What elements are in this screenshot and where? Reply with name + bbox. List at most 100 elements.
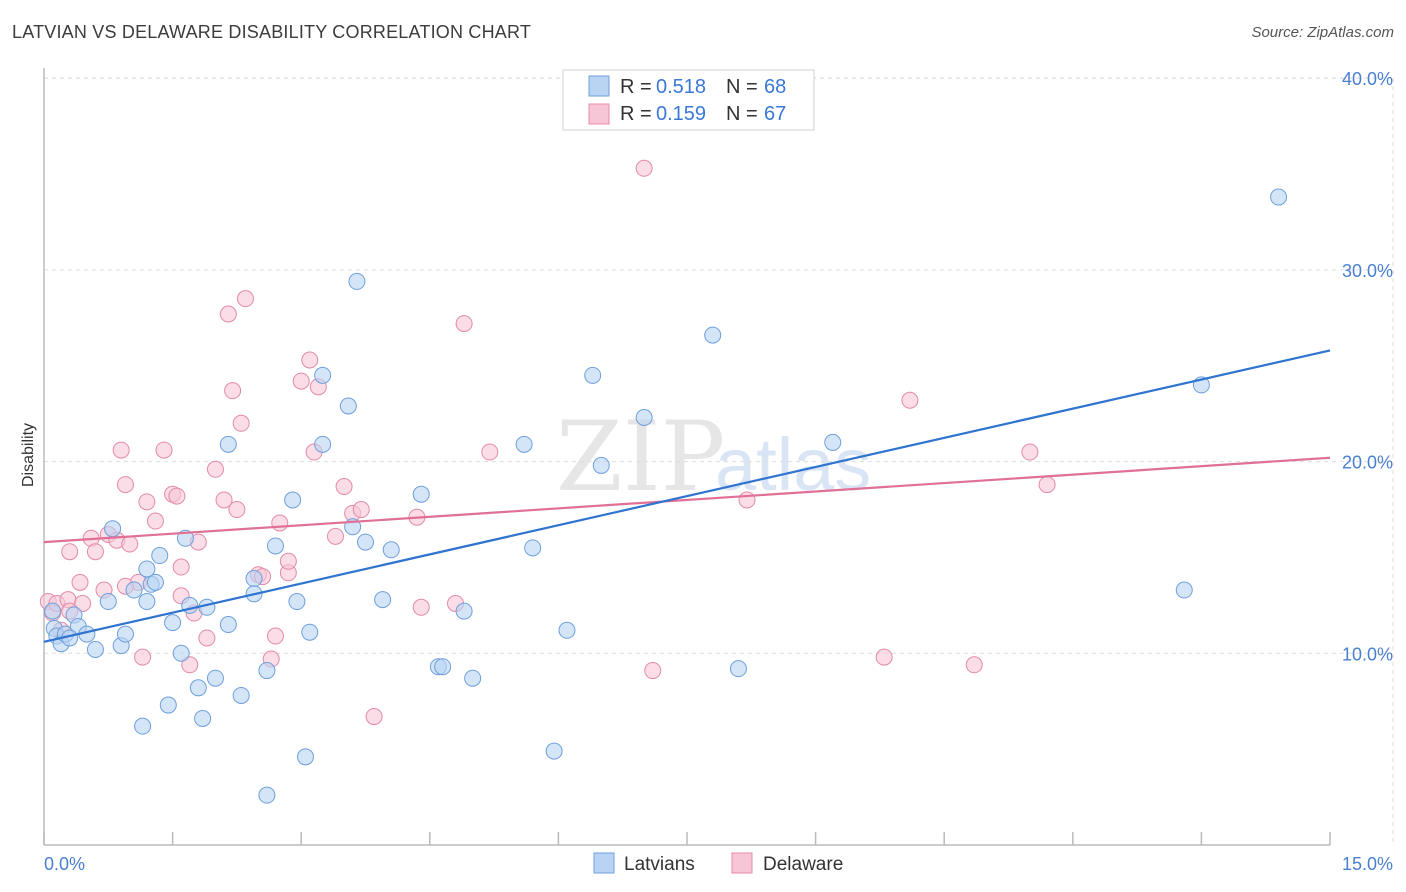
delaware-point <box>86 543 104 561</box>
latvians-point <box>584 366 602 384</box>
x-tick-max: 15.0% <box>1342 854 1393 874</box>
latvians-point <box>635 409 653 427</box>
latvians-point <box>189 679 207 697</box>
latvians-point <box>198 598 216 616</box>
latvians-point <box>164 614 182 632</box>
legend-n-label-1: N = <box>726 76 758 98</box>
delaware-point <box>271 514 289 532</box>
y-tick-label: 10.0% <box>1342 644 1393 664</box>
delaware-point <box>206 460 224 478</box>
latvians-point <box>284 491 302 509</box>
latvians-point <box>515 435 533 453</box>
delaware-point <box>146 512 164 530</box>
latvians-point <box>357 533 374 551</box>
x-tick-min: 0.0% <box>44 854 85 874</box>
y-tick-label: 30.0% <box>1342 261 1393 281</box>
delaware-point <box>168 487 186 505</box>
delaware-point <box>134 648 152 666</box>
delaware-point <box>266 627 284 645</box>
latvians-point <box>176 529 194 547</box>
latvians-point <box>296 748 314 766</box>
legend-swatch-latvians <box>588 75 610 97</box>
y-tick-labels: 10.0% 20.0% 30.0% 40.0% <box>1342 69 1393 664</box>
latvians-point <box>729 660 747 678</box>
delaware-point <box>116 476 134 494</box>
latvians-point <box>455 602 473 620</box>
delaware-point <box>224 382 242 400</box>
axes <box>43 68 1331 846</box>
latvians-point <box>301 623 319 641</box>
latvians-point <box>138 560 156 578</box>
delaware-point <box>219 305 237 323</box>
latvians-point <box>412 485 430 503</box>
y-tick-label: 20.0% <box>1342 453 1393 473</box>
legend-n-value-2: 67 <box>764 103 786 125</box>
latvians-point <box>339 397 357 415</box>
delaware-point <box>292 372 310 390</box>
trend-lines <box>43 349 1331 643</box>
delaware-point <box>352 501 370 519</box>
latvians-point <box>434 658 452 676</box>
latvians-point <box>1175 581 1193 599</box>
bottom-legend-latvians: Latvians <box>624 854 695 875</box>
delaware-point <box>172 558 190 576</box>
bottom-legend-swatch-latvians <box>593 852 615 874</box>
latvians-point <box>704 326 722 344</box>
bottom-legend: Latvians Delaware <box>593 852 843 875</box>
delaware-point <box>198 629 216 647</box>
latvians-point <box>314 366 332 384</box>
latvians-point <box>824 433 842 451</box>
source-label: Source: ZipAtlas.com <box>1251 24 1394 41</box>
delaware-point <box>181 656 199 674</box>
delaware-point <box>138 493 156 511</box>
delaware-point <box>279 552 297 570</box>
delaware-point <box>155 441 173 459</box>
delaware-point <box>1038 476 1056 494</box>
delaware-point <box>635 159 653 177</box>
delaware-point <box>215 491 233 509</box>
latvians-point <box>374 591 392 609</box>
delaware-point <box>901 391 919 409</box>
latvians-point <box>558 621 576 639</box>
latvians-point <box>232 686 250 704</box>
chart-title: LATVIAN VS DELAWARE DISABILITY CORRELATI… <box>12 22 532 42</box>
latvians-point <box>159 696 177 714</box>
latvians-point <box>206 669 224 687</box>
delaware-point <box>228 501 246 519</box>
y-tick-label: 40.0% <box>1342 69 1393 89</box>
latvians-point <box>288 593 306 611</box>
latvians-point <box>348 272 366 290</box>
latvians-point <box>258 662 276 680</box>
latvians-point <box>99 593 117 611</box>
latvians-point <box>44 602 62 620</box>
latvians-point <box>138 593 156 611</box>
legend-swatch-delaware <box>588 103 610 125</box>
latvians-point <box>125 581 143 599</box>
latvians-point <box>134 717 152 735</box>
delaware-point <box>301 351 319 369</box>
latvians-trend-line <box>43 349 1331 643</box>
latvians-point <box>524 539 542 557</box>
legend-n-value-1: 68 <box>764 76 786 98</box>
latvians-point <box>151 547 169 565</box>
latvians-point <box>194 709 212 727</box>
delaware-points <box>39 159 1056 726</box>
latvians-point <box>104 520 122 538</box>
latvians-point <box>545 742 563 760</box>
latvians-point <box>146 573 164 591</box>
latvians-point <box>172 644 190 662</box>
delaware-point <box>121 535 139 553</box>
delaware-point <box>326 527 344 545</box>
y-axis-label: Disability <box>20 423 37 487</box>
delaware-point <box>74 594 92 612</box>
delaware-point <box>738 491 756 509</box>
delaware-point <box>481 443 499 461</box>
gridlines <box>44 77 1394 845</box>
latvians-point <box>314 435 332 453</box>
delaware-point <box>112 441 130 459</box>
latvians-point <box>266 537 284 555</box>
delaware-point <box>61 543 79 561</box>
latvians-point <box>592 456 610 474</box>
delaware-point <box>335 478 353 496</box>
